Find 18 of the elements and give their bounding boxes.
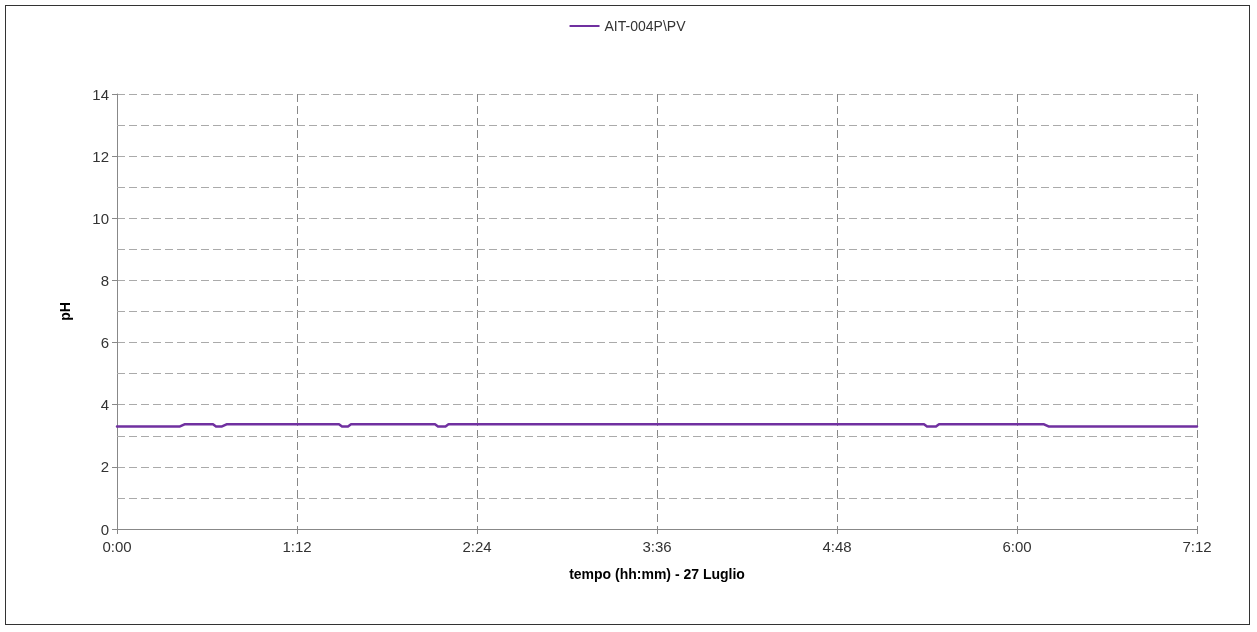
y-axis-title: pH (57, 302, 73, 321)
x-tick-label: 1:12 (282, 538, 312, 555)
y-tick-label: 6 (100, 334, 109, 352)
x-tick-label: 4:48 (822, 538, 852, 555)
y-tick-label: 2 (100, 458, 109, 476)
y-tick-label: 8 (100, 271, 109, 289)
y-tick-label: 0 (100, 520, 109, 538)
x-tick-label: 0:00 (102, 538, 132, 555)
x-tick-label: 2:24 (462, 538, 492, 555)
y-tick-label: 14 (92, 85, 109, 103)
x-axis-title: tempo (hh:mm) - 27 Luglio (569, 566, 745, 582)
legend-label: AIT-004P\PV (604, 18, 687, 34)
x-tick-label: 6:00 (1002, 538, 1032, 555)
y-tick-label: 4 (100, 396, 109, 414)
x-tick-label: 7:12 (1182, 538, 1212, 555)
y-tick-label: 10 (92, 209, 109, 227)
x-tick-label: 3:36 (642, 538, 672, 555)
y-tick-label: 12 (92, 147, 109, 165)
